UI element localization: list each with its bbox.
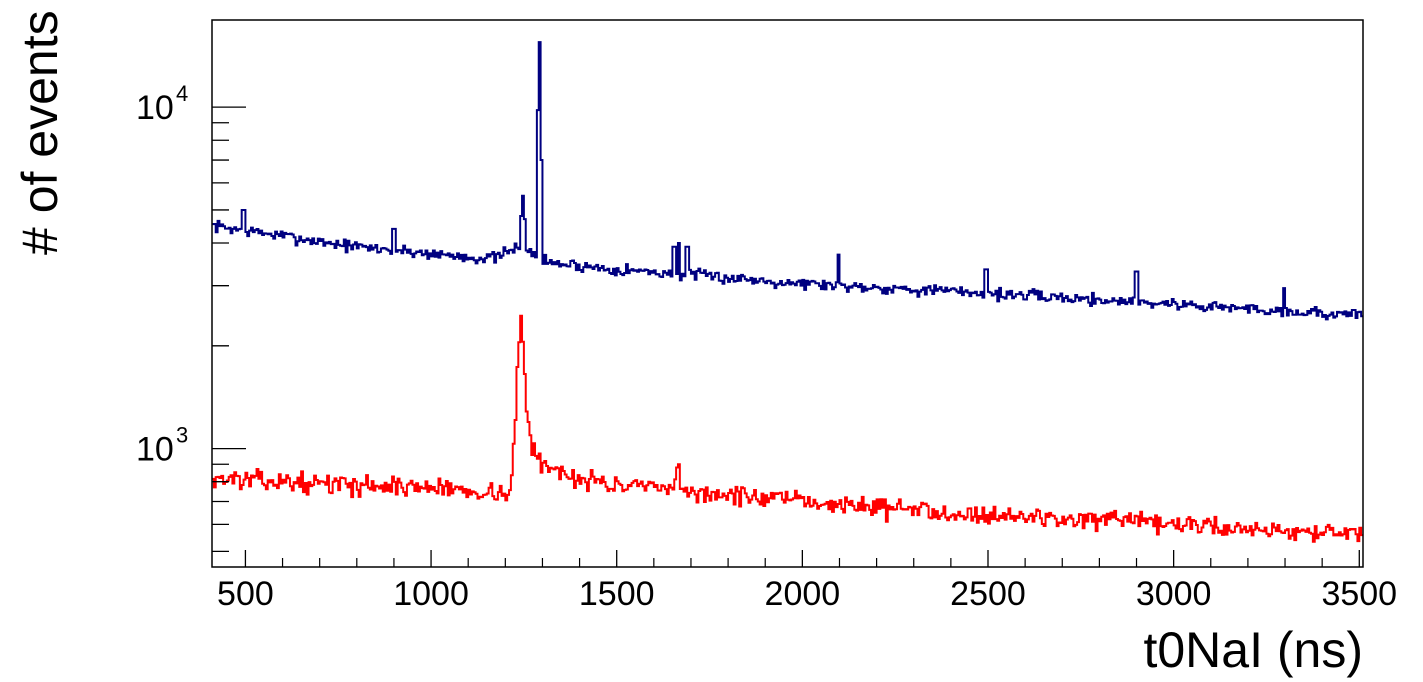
plot-frame [211,19,1364,568]
x-tick-label: 1500 [579,575,655,613]
x-tick-label: 500 [217,575,274,613]
y-tick-label: 10 [136,89,174,127]
series-layer [212,41,1363,543]
x-axis-title: t0NaI (ns) [1143,622,1363,678]
y-tick-label: 10 [136,431,174,469]
x-tick-label: 1000 [393,575,469,613]
series-1-line [212,41,1363,321]
x-tick-label: 3500 [1321,575,1397,613]
y-tick-label-exponent: 3 [176,423,188,448]
y-axis-title: # of events [12,10,68,255]
series-2-line [212,314,1363,543]
x-tick-label: 2500 [950,575,1026,613]
x-tick-label: 3000 [1136,575,1212,613]
y-tick-label-exponent: 4 [176,81,188,106]
x-tick-label: 2000 [765,575,841,613]
